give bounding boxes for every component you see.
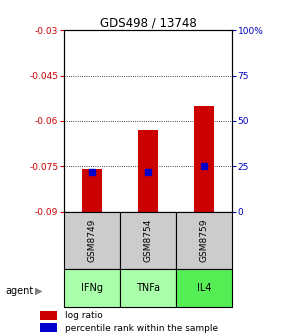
Text: IFNg: IFNg (81, 283, 103, 293)
Text: agent: agent (6, 286, 34, 296)
Text: GSM8754: GSM8754 (143, 218, 153, 262)
Title: GDS498 / 13748: GDS498 / 13748 (99, 16, 196, 29)
Bar (40, 311, 57, 320)
Bar (64, 212, 120, 269)
Text: GSM8759: GSM8759 (200, 218, 209, 262)
Bar (82, 169, 102, 212)
Bar (120, 269, 176, 307)
Text: IL4: IL4 (197, 283, 211, 293)
Bar (176, 269, 232, 307)
Bar (138, 130, 158, 212)
Text: TNFa: TNFa (136, 283, 160, 293)
Text: percentile rank within the sample: percentile rank within the sample (65, 324, 218, 333)
Bar (176, 212, 232, 269)
Bar (194, 106, 214, 212)
Text: ▶: ▶ (35, 286, 43, 296)
Bar (64, 269, 120, 307)
Bar (120, 212, 176, 269)
Bar (40, 324, 57, 332)
Text: log ratio: log ratio (65, 311, 102, 320)
Text: GSM8749: GSM8749 (87, 218, 96, 262)
